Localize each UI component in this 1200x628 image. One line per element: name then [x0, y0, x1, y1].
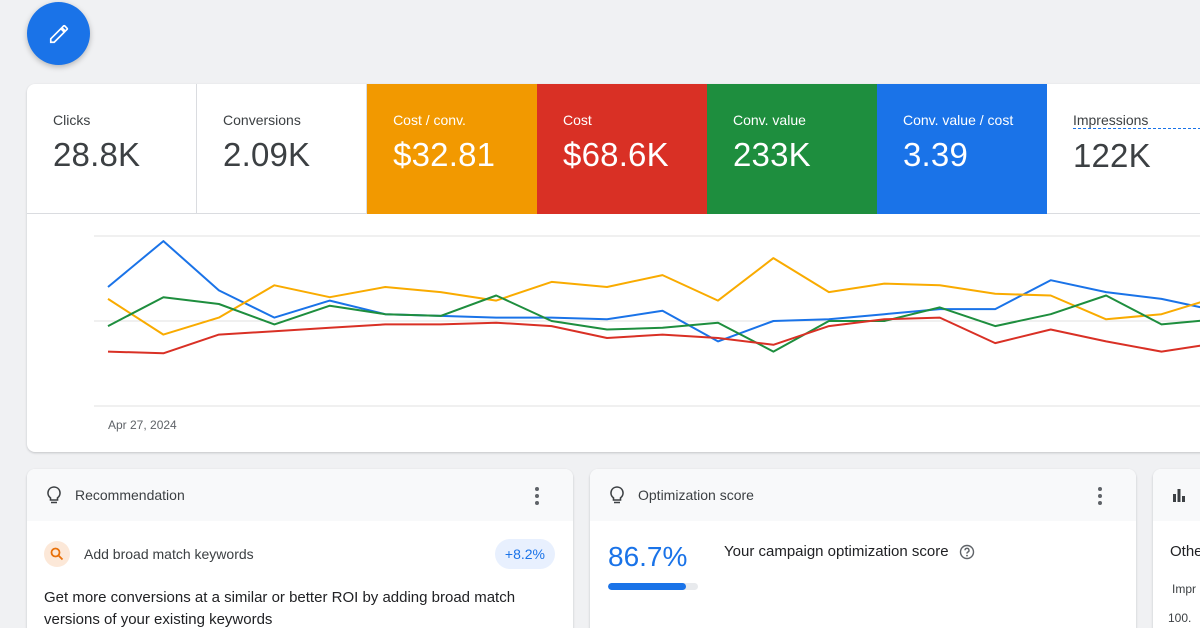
line-chart [94, 235, 1200, 407]
series-line-1[interactable] [107, 257, 1200, 336]
metric-label: Clicks [53, 112, 91, 128]
metric-label: Cost / conv. [393, 112, 466, 128]
optimization-text-row: Your campaign optimization score [724, 543, 975, 560]
optimization-score-value: 86.7% [608, 541, 688, 572]
series-line-3[interactable] [107, 316, 1200, 355]
metric-label: Conversions [223, 112, 301, 128]
partial-card: Othe Impr 100. [1153, 469, 1200, 628]
optimization-text: Your campaign optimization score [724, 543, 949, 560]
more-options-icon[interactable] [527, 485, 547, 507]
metric-tab-impressions[interactable]: Impressions 122K [1047, 84, 1200, 214]
uplift-badge: +8.2% [494, 539, 555, 569]
recommendation-title: Add broad match keywords [84, 546, 254, 562]
performance-chart: Apr 27, 2024 [27, 214, 1200, 452]
metric-value: $32.81 [393, 136, 496, 173]
metric-label: Conv. value / cost [902, 112, 1014, 128]
metric-tab-clicks[interactable]: Clicks 28.8K [27, 84, 198, 214]
metric-value: 233K [733, 136, 811, 173]
card-title: Optimization score [638, 487, 754, 503]
metric-tab-cost-per-conv[interactable]: Cost / conv. $32.81 [367, 84, 538, 214]
series-line-0[interactable] [107, 240, 1200, 343]
metric-tab-conv-value[interactable]: Conv. value 233K [707, 84, 877, 214]
recommendation-item[interactable]: Add broad match keywords +8.2% [44, 539, 555, 569]
card-subtitle: Impr [1172, 582, 1196, 596]
metric-tab-cost[interactable]: Cost $68.6K [537, 84, 707, 214]
metric-label: Impressions [1072, 112, 1200, 129]
card-title: Othe [1170, 543, 1200, 560]
recommendation-card: Recommendation Add broad match keywords … [27, 469, 573, 628]
card-value: 100. [1168, 611, 1192, 625]
metric-value: 3.39 [902, 136, 968, 173]
recommendation-description: Get more conversions at a similar or bet… [44, 589, 516, 628]
metric-value: $68.6K [563, 136, 669, 173]
series-line-2[interactable] [107, 294, 1200, 353]
optimization-score-fill [608, 583, 687, 590]
help-circle-icon[interactable] [959, 544, 975, 560]
metric-tab-conv-value-per-cost[interactable]: Conv. value / cost 3.39 [876, 84, 1047, 214]
lightbulb-icon [610, 486, 624, 504]
metric-value: 2.09K [223, 136, 311, 173]
optimization-score-bar [608, 583, 698, 590]
edit-fab-button[interactable] [27, 2, 90, 65]
card-title: Recommendation [75, 487, 185, 503]
metric-value: 122K [1072, 137, 1151, 174]
metric-value: 28.8K [53, 136, 141, 173]
metric-tab-conversions[interactable]: Conversions 2.09K [197, 84, 368, 214]
pencil-icon [49, 24, 68, 43]
metric-tabs: Clicks 28.8K Conversions 2.09K Cost / co… [27, 84, 1200, 214]
card-header [1153, 469, 1200, 521]
search-icon [44, 541, 70, 567]
more-options-icon[interactable] [1090, 485, 1110, 507]
x-axis-start-label: Apr 27, 2024 [108, 418, 177, 432]
performance-card: Clicks 28.8K Conversions 2.09K Cost / co… [27, 84, 1200, 452]
lightbulb-icon [47, 486, 61, 504]
optimization-score-card: Optimization score 86.7% Your campaign o… [590, 469, 1136, 628]
metric-label: Conv. value [733, 112, 806, 128]
bar-chart-icon [1173, 489, 1185, 502]
card-header: Recommendation [27, 469, 573, 521]
card-header: Optimization score [590, 469, 1136, 521]
metric-label: Cost [563, 112, 592, 128]
